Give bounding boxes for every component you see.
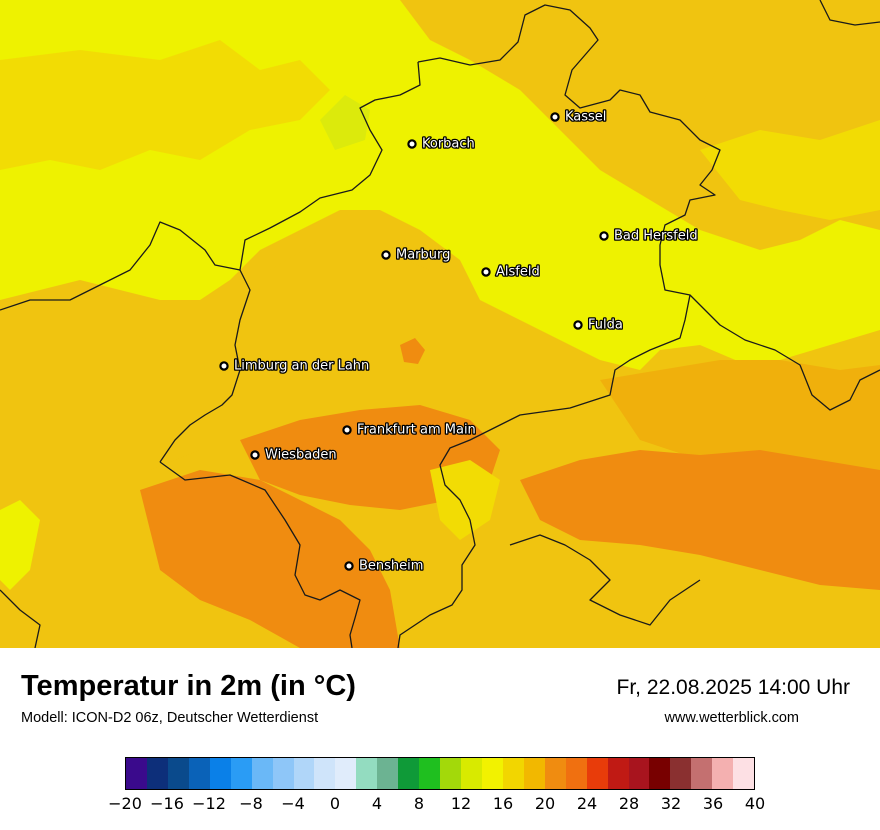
map-title: Temperatur in 2m (in °C) <box>21 670 356 702</box>
city-label-korbach: Korbach <box>422 137 475 152</box>
colorbar-segment <box>419 758 441 789</box>
city-label-bad-hersfeld: Bad Hersfeld <box>614 229 698 244</box>
colorbar-segment <box>314 758 336 789</box>
city-label-marburg: Marburg <box>396 248 450 263</box>
colorbar-tick-label: 28 <box>618 794 640 813</box>
city-dot-korbach <box>407 139 417 149</box>
city-markers: Kassel Korbach Bad Hersfeld Marburg Alsfeld F… <box>219 108 699 575</box>
colorbar-segment <box>649 758 671 789</box>
field-basin-west <box>0 320 240 480</box>
colorbar-segment <box>335 758 357 789</box>
colorbar-tick-label: 16 <box>492 794 514 813</box>
colorbar-segment <box>544 758 566 789</box>
city-label-kassel: Kassel <box>565 110 606 125</box>
model-subtitle: Modell: ICON-D2 06z, Deutscher Wetterdie… <box>21 710 319 726</box>
city-label-wiesbaden: Wiesbaden <box>265 448 337 463</box>
field-basin-center <box>260 240 480 400</box>
colorbar-segment <box>167 758 189 789</box>
field-lightgreen-uplands <box>320 95 370 150</box>
colorbar-segment <box>398 758 420 789</box>
temperature-map: Kassel Korbach Bad Hersfeld Marburg Alsfeld F… <box>0 0 880 648</box>
colorbar-segment <box>523 758 545 789</box>
colorbar-segment <box>586 758 608 789</box>
colorbar-tick-label: 40 <box>744 794 766 813</box>
colorbar-segment <box>670 758 692 789</box>
city-dot-alsfeld <box>481 267 491 277</box>
border-thuringia <box>689 294 880 411</box>
colorbar-segment <box>712 758 734 789</box>
colorbar-tick-label: 32 <box>660 794 682 813</box>
city-dot-bad-hersfeld <box>599 231 609 241</box>
colorbar-tick-label: 4 <box>371 794 383 813</box>
temperature-fields <box>0 0 880 648</box>
colorbar-segment <box>691 758 713 789</box>
colorbar-segment <box>607 758 629 789</box>
colorbar-tick-label: −8 <box>239 794 263 813</box>
colorbar-tick-label: 8 <box>413 794 425 813</box>
border-bawue <box>509 534 701 626</box>
colorbar-segment <box>293 758 315 789</box>
colorbar-tick-label: 36 <box>702 794 724 813</box>
colorbar-segment <box>230 758 252 789</box>
colorbar-segment <box>377 758 399 789</box>
colorbar-segment <box>481 758 503 789</box>
colorbar-tick-label: −12 <box>192 794 226 813</box>
hessen-border-south <box>159 461 361 648</box>
colorbar-ticks: −20 −16 −12 −8 −4 0 4 8 12 16 20 24 28 32 36 40 <box>0 794 880 820</box>
forecast-datetime: Fr, 22.08.2025 14:00 Uhr <box>616 676 851 699</box>
city-label-frankfurt-am-main: Frankfurt am Main <box>357 423 476 438</box>
field-warm-spot <box>400 338 425 364</box>
hessen-border <box>397 4 721 648</box>
colorbar-segment <box>565 758 587 789</box>
field-basin-kassel <box>500 10 720 130</box>
colorbar-segment <box>628 758 650 789</box>
colorbar-segment <box>356 758 378 789</box>
website-credit: www.wetterblick.com <box>664 710 799 726</box>
city-dot-marburg <box>381 250 391 260</box>
colorbar-tick-label: −20 <box>108 794 142 813</box>
border-rlp-west <box>0 221 241 311</box>
city-dot-wiesbaden <box>250 450 260 460</box>
colorbar-segment <box>188 758 210 789</box>
colorbar-segment <box>461 758 482 789</box>
colorbar-segment <box>251 758 273 789</box>
city-dot-kassel <box>550 112 560 122</box>
city-dot-limburg-an-der-lahn <box>219 361 229 371</box>
field-basin-north <box>0 40 330 170</box>
colorbar-tick-label: 20 <box>534 794 556 813</box>
city-label-alsfeld: Alsfeld <box>496 265 540 280</box>
colorbar-segment <box>502 758 524 789</box>
temperature-colorbar <box>125 757 755 790</box>
field-warm-rhine-valley <box>140 470 400 648</box>
city-label-bensheim: Bensheim <box>359 559 423 574</box>
colorbar-tick-label: −16 <box>150 794 184 813</box>
colorbar-segment <box>146 758 168 789</box>
colorbar-tick-label: 24 <box>576 794 598 813</box>
colorbar-tick-label: 0 <box>329 794 341 813</box>
city-dot-bensheim <box>344 561 354 571</box>
border-bavaria-north <box>819 0 880 26</box>
colorbar-tick-label: −4 <box>281 794 305 813</box>
field-light-westerwald <box>0 500 40 590</box>
city-label-limburg-an-der-lahn: Limburg an der Lahn <box>234 359 369 374</box>
city-dot-frankfurt-am-main <box>342 425 352 435</box>
field-basin-east <box>700 120 880 220</box>
colorbar-segment <box>272 758 294 789</box>
field-light-rhoen <box>600 285 700 350</box>
colorbar-segment <box>733 758 755 789</box>
colorbar-segment <box>209 758 231 789</box>
state-borders <box>0 0 880 648</box>
colorbar-tick-label: 12 <box>450 794 472 813</box>
colorbar-segment <box>126 758 147 789</box>
field-light-odenwald <box>430 460 500 540</box>
border-southwest <box>0 589 41 648</box>
colorbar-segment <box>440 758 461 789</box>
city-dot-fulda <box>573 320 583 330</box>
hessen-border-west <box>159 61 421 463</box>
field-warm-southeast <box>520 450 880 590</box>
city-label-fulda: Fulda <box>588 318 623 333</box>
